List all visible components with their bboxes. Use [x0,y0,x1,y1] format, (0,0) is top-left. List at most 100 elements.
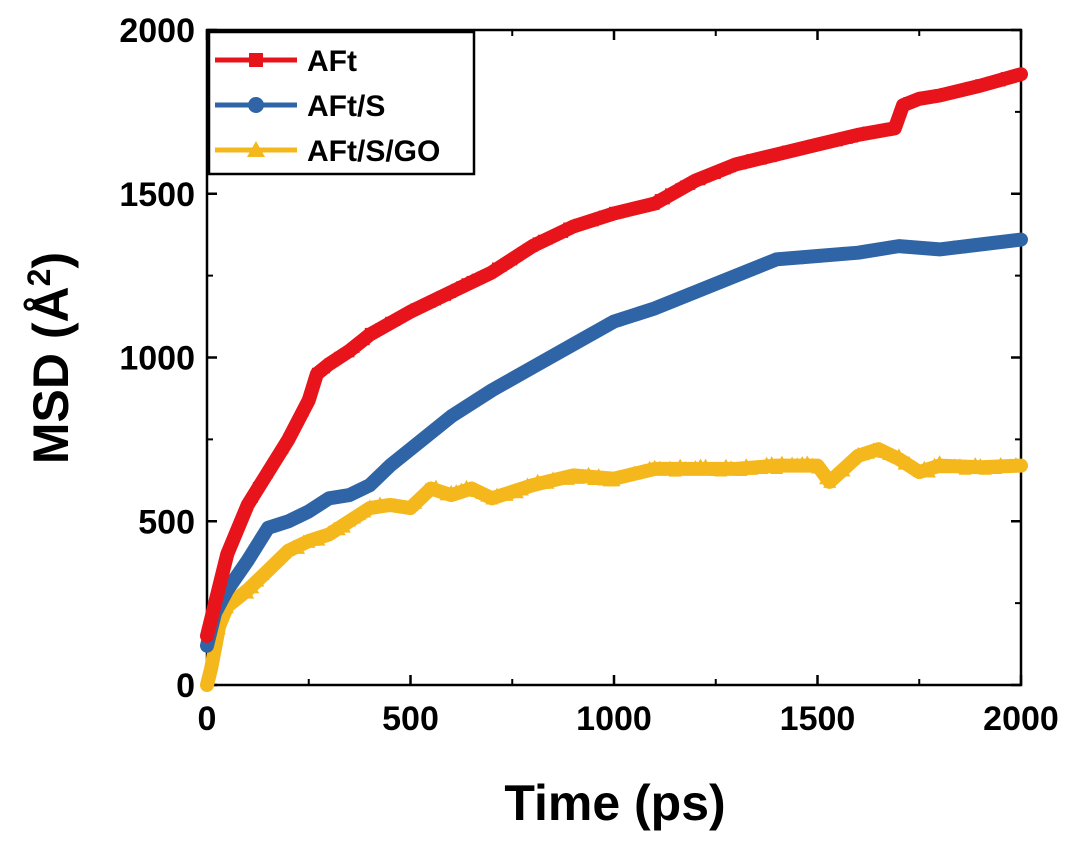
data-point [741,158,752,169]
data-point [922,465,936,478]
data-point [644,198,655,209]
data-point [933,455,947,468]
data-point [415,302,426,313]
data-point [451,283,462,294]
y-tick-label: 1500 [119,176,195,214]
data-point [491,262,502,273]
y-axis-title: MSD (Å2) [21,252,79,464]
data-point [278,443,289,454]
data-point [390,315,401,326]
series-aft-s [200,232,1028,653]
data-point [751,154,762,165]
data-point [349,342,360,353]
data-point [770,462,784,475]
data-point [1010,70,1021,81]
y-tick-label: 500 [138,503,195,541]
series-aft-s-go [200,441,1028,692]
legend-label: AFt/S [307,90,385,123]
data-point [532,237,543,248]
data-point [334,351,345,362]
x-tick-label: 0 [198,700,217,738]
data-point [218,564,229,575]
data-point [210,599,221,610]
data-point [553,229,564,240]
data-point [639,202,650,213]
data-point [949,86,960,97]
data-point [227,537,238,548]
data-point [288,425,299,436]
data-point [547,231,558,242]
data-point [430,295,441,306]
data-point [817,138,828,149]
data-point [573,218,584,229]
legend-marker-circle [248,97,264,113]
data-point [354,338,365,349]
data-point [563,222,574,233]
data-point [446,287,457,298]
data-point [202,629,212,640]
data-point [292,541,306,554]
data-point [358,505,372,518]
data-point [797,142,808,153]
data-point [578,218,589,229]
data-point [380,320,391,331]
data-point [395,312,406,323]
data-point [420,299,431,310]
data-point [344,347,355,358]
data-point [700,172,711,183]
data-point [934,89,945,100]
data-point [654,194,665,205]
data-point [939,88,950,99]
data-point [441,290,452,301]
data-point [410,303,421,314]
x-tick-label: 1500 [780,700,856,738]
data-point [1009,457,1023,470]
data-point [481,269,492,280]
data-point [802,142,813,153]
y-axis-title-sup: 2 [21,269,57,287]
data-point [542,234,553,245]
data-point [897,101,908,112]
data-point [200,674,214,687]
data-point [1000,72,1011,83]
x-tick-label: 500 [382,700,439,738]
y-axis-title-close: ) [23,252,79,269]
data-point [598,210,609,221]
data-point [889,123,900,134]
data-point [893,112,904,123]
data-point [761,152,772,163]
legend-marker-square [249,53,263,67]
data-point [614,208,625,219]
data-point [414,490,428,503]
data-point [690,175,701,186]
x-tick-label: 1000 [576,700,652,738]
data-point [985,76,996,87]
data-point [954,85,965,96]
data-point [222,550,233,561]
data-point [329,356,340,367]
data-point [695,175,706,186]
data-point [685,179,696,190]
data-point [497,261,508,272]
data-point [359,335,370,346]
data-point [960,83,971,94]
data-point [995,76,1006,87]
data-point [202,667,216,680]
data-point [837,464,851,477]
data-point [832,136,843,147]
data-point [409,496,423,509]
data-point [980,78,991,89]
data-point [965,81,976,92]
x-tick-label: 2000 [983,700,1059,738]
x-axis-title: Time (ps) [504,775,725,831]
data-point [568,221,579,232]
data-point [603,210,614,221]
data-point [903,96,914,107]
data-point [822,138,833,149]
data-point [303,393,314,404]
legend-label: AFt/S/GO [307,135,440,168]
data-point [293,415,304,426]
data-point [1005,72,1016,83]
data-point [670,187,681,198]
legend: AFt AFt/S AFt/S/GO [207,30,476,176]
